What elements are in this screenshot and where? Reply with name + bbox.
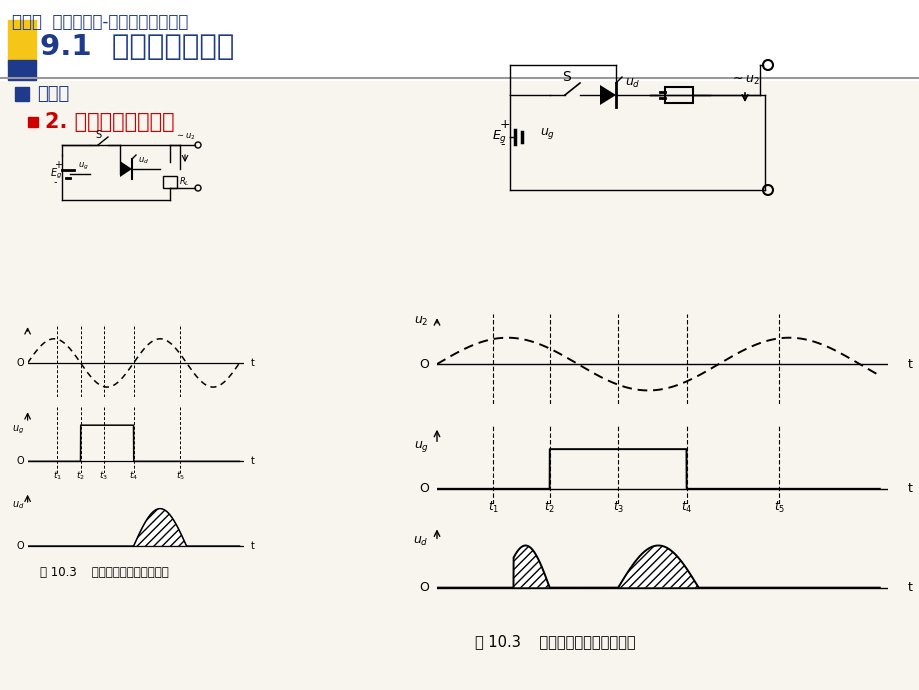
- Text: $t_1$: $t_1$: [52, 469, 62, 482]
- Text: $E_g$: $E_g$: [492, 128, 506, 146]
- Text: 9.1  电力半导体器件: 9.1 电力半导体器件: [40, 33, 234, 61]
- Text: $u_2$: $u_2$: [414, 315, 428, 328]
- Text: $t_3$: $t_3$: [99, 469, 108, 482]
- Text: $u_d$: $u_d$: [138, 156, 149, 166]
- Text: O: O: [419, 482, 428, 495]
- Text: $t_2$: $t_2$: [543, 500, 555, 515]
- Text: $u_d$: $u_d$: [413, 535, 428, 548]
- Bar: [15, 87, 29, 101]
- Text: $t_2$: $t_2$: [76, 469, 85, 482]
- Text: $t_4$: $t_4$: [680, 500, 691, 515]
- Text: +: +: [499, 119, 510, 132]
- Polygon shape: [599, 85, 616, 105]
- Text: $R_L$: $R_L$: [179, 176, 189, 188]
- Text: 第九章  电力电子学-晶闸管及基本电路: 第九章 电力电子学-晶闸管及基本电路: [12, 13, 188, 31]
- Text: $t_3$: $t_3$: [612, 500, 623, 515]
- Text: O: O: [419, 581, 428, 594]
- Text: t: t: [907, 357, 912, 371]
- Text: +: +: [54, 160, 62, 170]
- Text: S: S: [562, 70, 570, 84]
- Text: $t_4$: $t_4$: [129, 469, 138, 482]
- Text: -: -: [499, 139, 504, 152]
- Text: $u_g$: $u_g$: [12, 424, 25, 436]
- Text: 图 10.3    晶闸管工作情况的实验图: 图 10.3 晶闸管工作情况的实验图: [40, 566, 168, 578]
- Text: t: t: [251, 456, 255, 466]
- Text: t: t: [907, 581, 912, 594]
- Text: $u_g$: $u_g$: [78, 161, 89, 172]
- Bar: [8, 20, 36, 65]
- Text: O: O: [419, 357, 428, 371]
- Bar: [28, 117, 38, 127]
- Polygon shape: [119, 161, 131, 177]
- Bar: [163, 176, 176, 188]
- Bar: [0, 0, 919, 80]
- Text: S: S: [95, 130, 101, 140]
- Text: 晶闸管: 晶闸管: [37, 85, 69, 103]
- Bar: [8, 60, 36, 80]
- Text: $E_g$: $E_g$: [50, 167, 62, 181]
- Text: $\sim u_2$: $\sim u_2$: [175, 132, 196, 142]
- Text: t: t: [251, 358, 255, 368]
- Text: O: O: [17, 358, 25, 368]
- Text: $u_g$: $u_g$: [539, 126, 554, 141]
- Text: $u_d$: $u_d$: [624, 77, 640, 90]
- Bar: [664, 87, 692, 103]
- Text: 图 10.3    晶闸管工作情况的实验图: 图 10.3 晶闸管工作情况的实验图: [474, 635, 635, 649]
- Text: $u_g$: $u_g$: [414, 439, 428, 454]
- Text: t: t: [907, 482, 912, 495]
- Text: -: -: [54, 177, 57, 187]
- Text: $t_5$: $t_5$: [773, 500, 784, 515]
- Text: O: O: [17, 541, 25, 551]
- Text: $t_5$: $t_5$: [176, 469, 185, 482]
- Text: $t_1$: $t_1$: [487, 500, 498, 515]
- Text: $\sim u_2$: $\sim u_2$: [729, 73, 759, 86]
- Text: $u_d$: $u_d$: [12, 499, 25, 511]
- Text: 2. 晶闸管的工作原理: 2. 晶闸管的工作原理: [45, 112, 175, 132]
- Text: t: t: [251, 541, 255, 551]
- Text: O: O: [17, 456, 25, 466]
